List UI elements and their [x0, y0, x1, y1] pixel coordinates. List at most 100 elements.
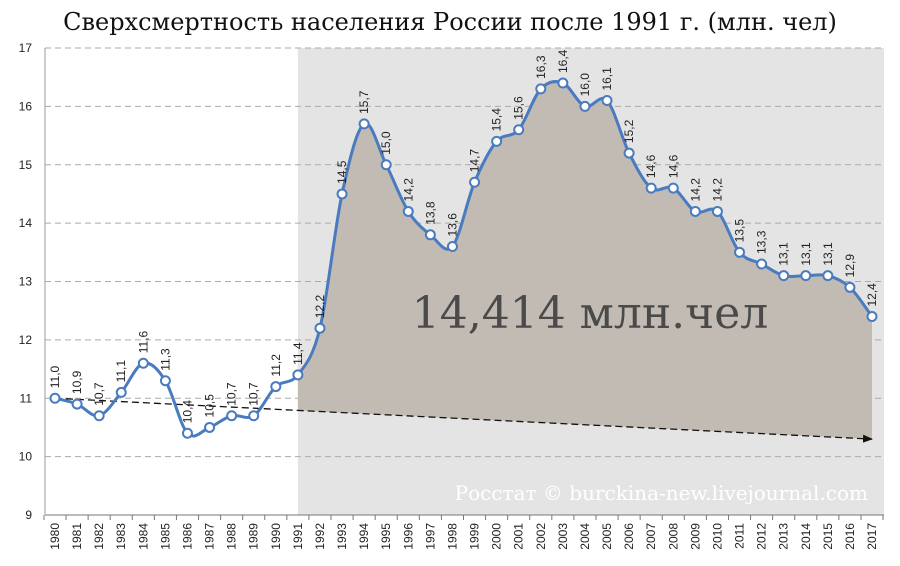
axes [43, 48, 884, 520]
x-tick-label: 2001 [512, 523, 526, 550]
area-fill [297, 81, 872, 440]
data-point [181, 427, 193, 439]
data-point [469, 176, 481, 188]
x-tick-label: 2002 [534, 523, 548, 550]
data-label: 10,7 [225, 382, 239, 406]
data-point [380, 159, 392, 171]
data-label: 12,9 [843, 254, 857, 278]
x-tick-label: 1986 [180, 523, 194, 550]
data-point [778, 270, 790, 282]
data-point [535, 83, 547, 95]
data-point [159, 375, 171, 387]
x-tick-label: 1980 [48, 523, 62, 550]
data-label: 13,1 [821, 242, 835, 266]
data-label: 13,8 [423, 201, 437, 225]
data-point [866, 311, 878, 323]
data-label: 11,0 [48, 365, 62, 388]
data-label: 12,4 [865, 283, 879, 307]
data-point [800, 270, 812, 282]
data-label: 10,4 [180, 400, 194, 424]
x-tick-label: 1987 [203, 523, 217, 550]
data-label: 12,2 [313, 295, 327, 319]
data-label: 11,2 [269, 354, 283, 377]
data-label: 10,9 [70, 370, 84, 394]
data-point [314, 322, 326, 334]
data-label: 14,2 [710, 178, 724, 202]
x-tick-label: 1982 [92, 523, 106, 550]
y-tick-label: 15 [19, 158, 33, 172]
data-label: 14,5 [335, 160, 349, 184]
x-tick-label: 2007 [644, 523, 658, 550]
data-points [49, 77, 878, 439]
data-point [711, 205, 723, 217]
x-tick-label: 2009 [688, 523, 702, 550]
data-point [270, 381, 282, 393]
data-label: 14,7 [468, 149, 482, 173]
data-label: 14,2 [688, 178, 702, 202]
y-tick-label: 17 [19, 41, 33, 55]
data-point [623, 147, 635, 159]
data-point [71, 398, 83, 410]
y-tick-label: 13 [19, 275, 33, 289]
data-label: 15,2 [622, 119, 636, 143]
data-point [358, 118, 370, 130]
data-point [446, 240, 458, 252]
data-label: 10,7 [247, 382, 261, 406]
data-point [689, 205, 701, 217]
x-tick-label: 1992 [313, 523, 327, 550]
x-tick-label: 1988 [225, 523, 239, 550]
data-point [645, 182, 657, 194]
data-label: 13,6 [445, 213, 459, 237]
data-label: 13,1 [777, 242, 791, 266]
data-point [402, 205, 414, 217]
area-under-line [297, 81, 872, 440]
x-tick-label: 1995 [379, 523, 393, 550]
data-point [513, 124, 525, 136]
data-label: 16,0 [578, 73, 592, 97]
x-tick-label: 2008 [666, 523, 680, 550]
x-tick-label: 1997 [423, 523, 437, 550]
data-label: 15,4 [490, 108, 504, 132]
x-tick-label: 1990 [269, 523, 283, 550]
data-label: 13,1 [799, 242, 813, 266]
data-point [756, 258, 768, 270]
data-label: 15,7 [357, 90, 371, 114]
y-tick-label: 14 [19, 216, 33, 230]
data-label: 10,5 [203, 394, 217, 418]
data-label: 11,6 [136, 330, 150, 353]
data-point [557, 77, 569, 89]
data-point [424, 229, 436, 241]
x-tick-label: 1991 [291, 523, 305, 550]
data-label: 16,4 [556, 49, 570, 73]
data-label: 15,6 [512, 96, 526, 120]
x-tick-label: 2003 [556, 523, 570, 550]
x-tick-label: 2006 [622, 523, 636, 550]
x-tick-label: 1989 [247, 523, 261, 550]
data-label: 15,0 [379, 131, 393, 155]
y-tick-label: 9 [25, 508, 32, 522]
data-label: 16,1 [600, 67, 614, 91]
data-label: 11,1 [114, 360, 128, 383]
y-axis-ticks: 9 10 11 12 13 14 15 16 17 [19, 41, 33, 522]
data-label: 14,6 [666, 154, 680, 178]
x-tick-label: 2004 [578, 523, 592, 550]
data-point [579, 100, 591, 112]
x-tick-label: 2014 [799, 523, 813, 550]
data-point [822, 270, 834, 282]
data-point [844, 281, 856, 293]
data-label: 10,7 [92, 382, 106, 406]
data-point [115, 386, 127, 398]
chart-title: Сверхсмертность населения России после 1… [63, 8, 837, 36]
data-point [292, 369, 304, 381]
y-tick-label: 11 [20, 391, 33, 405]
y-tick-label: 12 [19, 333, 33, 347]
x-tick-label: 1998 [445, 523, 459, 550]
data-point [336, 188, 348, 200]
data-label: 14,6 [644, 154, 658, 178]
y-tick-label: 16 [19, 99, 33, 113]
data-labels: 11,0 10,9 10,7 11,1 11,6 11,3 10,4 10,5 10,7 10,7… [48, 49, 879, 423]
watermark-credit: Росстат © burckina-new.livejournal.com [455, 481, 868, 505]
x-tick-label: 1981 [70, 523, 84, 550]
data-label: 13,3 [755, 230, 769, 254]
